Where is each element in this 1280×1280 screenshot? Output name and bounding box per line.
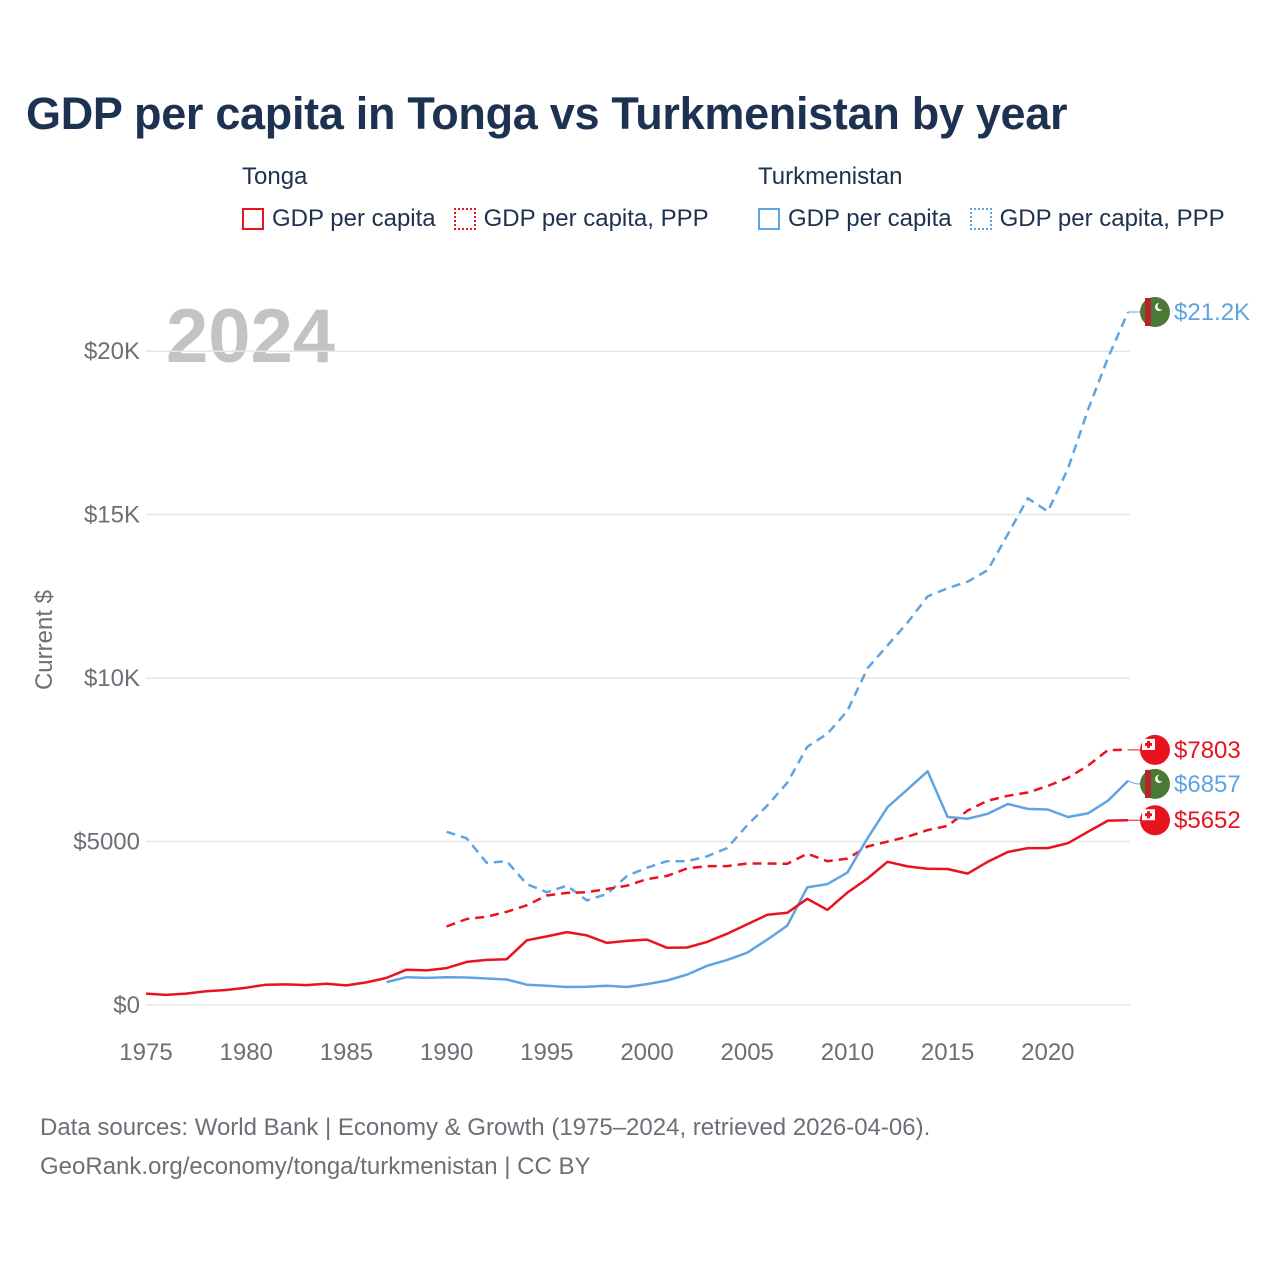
legend-item-label: GDP per capita, PPP [483,205,709,232]
y-tick-label: $15K [84,502,140,529]
x-tick-label: 2010 [821,1039,874,1066]
legend-group-turkmenistan: Turkmenistan GDP per capita GDP per capi… [758,163,1243,233]
flag-crescent-cut [1157,302,1165,310]
end-value-label: $6857 [1174,771,1241,798]
legend-item-label: GDP per capita [788,205,952,232]
y-tick-label: $10K [84,665,140,692]
x-tick-label: 2015 [921,1039,974,1066]
y-tick-label: $20K [84,338,140,365]
legend-item-turkmenistan-ppp[interactable]: GDP per capita, PPP [969,205,1225,233]
legend-swatch-solid [758,208,780,230]
flag-crescent-cut [1157,774,1165,782]
y-axis-label: Current $ [31,590,58,690]
end-leader-line [1127,780,1140,785]
legend-item-label: GDP per capita [272,205,436,232]
chart-title: GDP per capita in Tonga vs Turkmenistan … [26,88,1068,139]
year-watermark: 2024 [166,294,335,379]
series-line [386,770,1129,989]
x-tick-label: 1980 [220,1039,273,1066]
legend-item-tonga-ppp[interactable]: GDP per capita, PPP [453,205,709,233]
flag-carpet-stripe [1145,769,1151,798]
y-tick-label: $5000 [73,829,140,856]
end-value-label: $7803 [1174,737,1241,764]
x-tick-label: 2005 [721,1039,774,1066]
series-line [145,818,1129,997]
y-tick-label: $0 [113,992,140,1019]
flag-cross [1145,813,1152,817]
legend-item-tonga-gdp[interactable]: GDP per capita [242,205,436,233]
legend-group-tonga: Tonga GDP per capita GDP per capita, PPP [242,163,727,233]
legend-swatch-dotted [969,208,992,230]
chart-footer: Data sources: World Bank | Economy & Gro… [40,1108,930,1186]
series-line [446,311,1130,902]
legend-group-title: Tonga [242,163,308,190]
legend-group-title: Turkmenistan [758,163,903,190]
x-tick-label: 2000 [620,1039,673,1066]
flag-cross [1145,742,1152,746]
turkmenistan-flag-icon [1140,297,1170,327]
x-tick-label: 1990 [420,1039,473,1066]
end-value-label: $21.2K [1174,299,1250,326]
attribution-text: GeoRank.org/economy/tonga/turkmenistan |… [40,1153,591,1180]
flag-carpet-stripe [1145,298,1151,326]
x-tick-label: 1985 [320,1039,373,1066]
series-line [446,748,1129,928]
legend-item-label: GDP per capita, PPP [999,205,1225,232]
x-tick-label: 2020 [1021,1039,1074,1066]
end-value-label: $5652 [1174,807,1241,834]
legend-swatch-solid [242,208,264,230]
legend-swatch-dotted [453,208,476,230]
data-sources-text: Data sources: World Bank | Economy & Gro… [40,1114,931,1141]
legend-item-turkmenistan-gdp[interactable]: GDP per capita [758,205,952,233]
x-tick-label: 1975 [119,1039,172,1066]
x-tick-label: 1995 [520,1039,573,1066]
turkmenistan-flag-icon [1140,768,1170,799]
